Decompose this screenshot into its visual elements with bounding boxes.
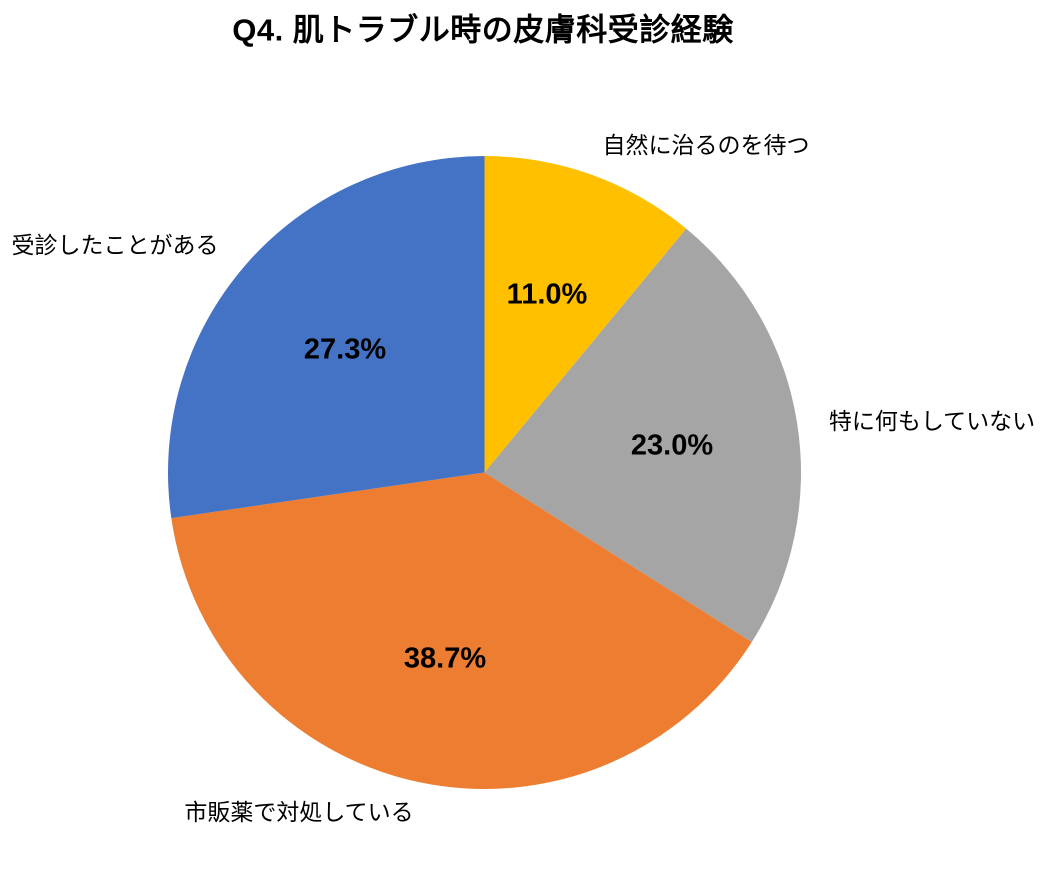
pie-slice-1	[484, 228, 801, 643]
pie-slice-category-label: 自然に治るのを待つ	[602, 132, 810, 158]
pie-slice-pct-label: 38.7%	[403, 642, 487, 675]
pie-slice-category-label: 市販薬で対処している	[184, 799, 414, 825]
pie-slice-0	[484, 156, 687, 473]
pie-slice-category-label: 特に何もしていない	[828, 408, 1036, 434]
chart-title: Q4. 肌トラブル時の皮膚科受診経験	[232, 12, 734, 48]
pie-slice-3	[168, 156, 485, 519]
pie-slice-2	[171, 472, 752, 789]
pie-slice-pct-label: 11.0%	[506, 278, 588, 311]
pie-slice-pct-label: 27.3%	[303, 333, 387, 366]
pie-slice-category-label: 受診したことがある	[11, 232, 219, 258]
pie-slice-pct-label: 23.0%	[630, 429, 714, 462]
